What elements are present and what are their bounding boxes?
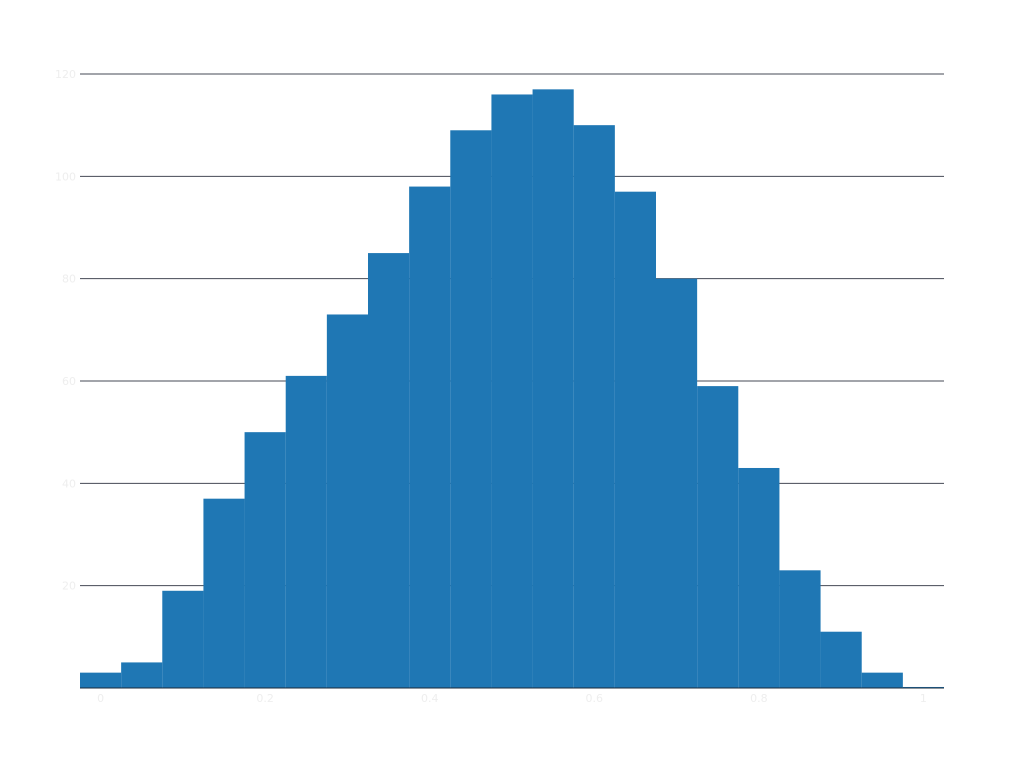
histogram-bar [820,631,862,688]
histogram-bar [203,498,245,688]
histogram-bar [573,125,615,688]
y-tick-label: 120 [55,68,76,81]
y-tick-label: 20 [62,580,76,593]
x-tick-label: 1 [920,692,927,705]
histogram-bar [697,386,739,688]
y-tick-label: 100 [55,170,76,183]
x-tick-label: 0 [97,692,104,705]
bar-layer [80,89,944,689]
histogram-bar [244,432,286,688]
histogram-bar [450,130,492,689]
x-tick-label: 0.8 [750,692,768,705]
histogram-bar [80,672,122,688]
histogram-bar [902,686,944,688]
histogram-bar [162,590,204,688]
y-tick-label: 80 [62,273,76,286]
histogram-bar [861,672,903,688]
y-tick-label: 60 [62,375,76,388]
y-tick-label: 40 [62,477,76,490]
histogram-bar [409,186,451,689]
histogram-bar [738,467,780,688]
histogram-bar [614,191,656,688]
histogram-bar [656,278,698,688]
tick-label-layer: 20 40 60 80 100 120 0 0.2 0.4 0.6 0.8 1 [55,68,927,705]
histogram-bar [121,662,163,688]
histogram-bar [532,89,574,689]
histogram-bar [326,314,368,688]
x-tick-label: 0.6 [586,692,604,705]
histogram-bar [491,94,533,688]
x-tick-label: 0.2 [256,692,274,705]
histogram-bar [368,253,410,689]
x-tick-label: 0.4 [421,692,439,705]
histogram-bar [285,375,327,688]
histogram-bar [779,570,821,688]
